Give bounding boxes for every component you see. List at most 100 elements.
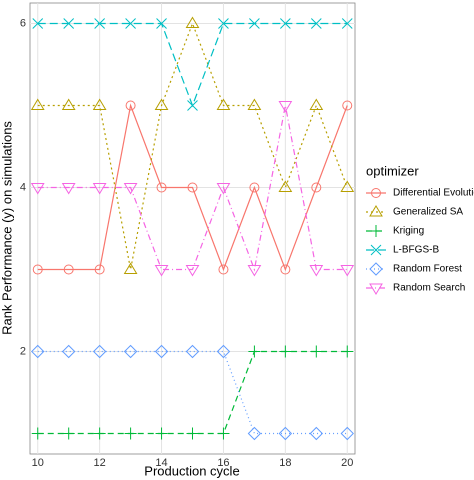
marker — [185, 265, 200, 277]
marker — [93, 427, 106, 440]
marker — [123, 183, 138, 195]
marker — [123, 262, 138, 274]
marker — [371, 188, 381, 198]
series-line — [37, 105, 348, 272]
marker — [216, 344, 231, 359]
y-axis-title: Rank Performance (y) on simulations — [0, 121, 14, 335]
legend-item: Differential Evolution — [366, 188, 474, 199]
marker — [92, 183, 107, 195]
marker — [31, 427, 44, 440]
marker — [340, 180, 355, 192]
marker — [278, 180, 293, 192]
marker — [310, 18, 322, 29]
x-tick-label: 16 — [217, 457, 229, 469]
legend-item: L-BFGS-B — [366, 245, 439, 256]
marker — [61, 344, 76, 359]
legend-item: Random Search — [366, 283, 465, 295]
marker — [154, 344, 169, 359]
marker — [309, 98, 324, 110]
marker — [92, 344, 107, 359]
marker — [278, 101, 293, 113]
marker — [30, 183, 45, 195]
y-tick-label: 4 — [20, 181, 26, 193]
legend-label: Generalized SA — [393, 207, 463, 218]
marker — [310, 345, 323, 358]
marker — [309, 426, 324, 441]
marker — [187, 100, 198, 111]
marker — [156, 182, 167, 193]
legend-item: Kriging — [366, 225, 424, 237]
marker — [280, 18, 291, 29]
marker — [154, 265, 169, 277]
legend-title: optimizer — [366, 163, 419, 178]
series-line — [37, 103, 348, 272]
marker — [32, 18, 44, 29]
marker — [369, 283, 383, 295]
x-tick-label: 12 — [94, 457, 106, 469]
marker — [218, 18, 229, 29]
legend-item: Random Forest — [366, 262, 462, 276]
marker — [125, 100, 136, 111]
marker — [30, 98, 45, 110]
marker — [155, 427, 168, 440]
marker — [217, 427, 230, 440]
marker — [369, 262, 383, 276]
marker — [249, 182, 260, 193]
y-tick-label: 2 — [20, 345, 26, 357]
legend-label: Differential Evolution — [393, 188, 474, 199]
marker — [247, 98, 262, 110]
marker — [156, 18, 167, 29]
marker — [279, 345, 292, 358]
marker — [92, 98, 107, 110]
legend-label: L-BFGS-B — [393, 245, 439, 256]
marker — [216, 183, 231, 195]
plot-panel — [29, 2, 356, 455]
marker — [248, 345, 261, 358]
legend-item: Generalized SA — [366, 205, 463, 218]
marker — [311, 182, 322, 193]
y-tick-label: 6 — [20, 17, 26, 29]
marker — [63, 264, 74, 275]
marker — [340, 426, 354, 441]
marker — [247, 426, 262, 441]
marker — [187, 182, 198, 193]
marker — [185, 16, 200, 28]
marker — [32, 264, 43, 275]
marker — [124, 427, 137, 440]
x-tick-label: 14 — [155, 457, 167, 469]
marker — [340, 265, 355, 277]
x-tick-label: 10 — [32, 457, 44, 469]
marker — [370, 225, 382, 237]
legend-label: Kriging — [393, 226, 424, 237]
x-axis-title: Production cycle — [144, 463, 239, 478]
marker — [278, 426, 293, 441]
marker — [186, 427, 199, 440]
marker — [341, 18, 353, 29]
marker — [63, 18, 75, 29]
marker — [123, 344, 138, 359]
marker — [218, 264, 229, 275]
marker — [341, 345, 354, 358]
x-tick-label: 20 — [341, 457, 353, 469]
marker — [61, 98, 76, 110]
marker — [94, 264, 105, 275]
marker — [62, 427, 75, 440]
marker — [31, 344, 45, 359]
marker — [370, 244, 382, 256]
legend-label: Random Forest — [393, 264, 462, 275]
marker — [94, 18, 105, 29]
marker — [342, 100, 353, 111]
marker — [216, 98, 231, 110]
marker — [247, 265, 262, 277]
marker — [280, 264, 291, 275]
marker — [249, 18, 260, 29]
marker — [125, 18, 136, 29]
marker — [154, 98, 169, 110]
marker — [309, 265, 324, 277]
marker — [369, 205, 383, 217]
marker — [61, 183, 76, 195]
series-line — [37, 21, 348, 270]
marker — [185, 344, 200, 359]
legend-label: Random Search — [393, 283, 465, 294]
